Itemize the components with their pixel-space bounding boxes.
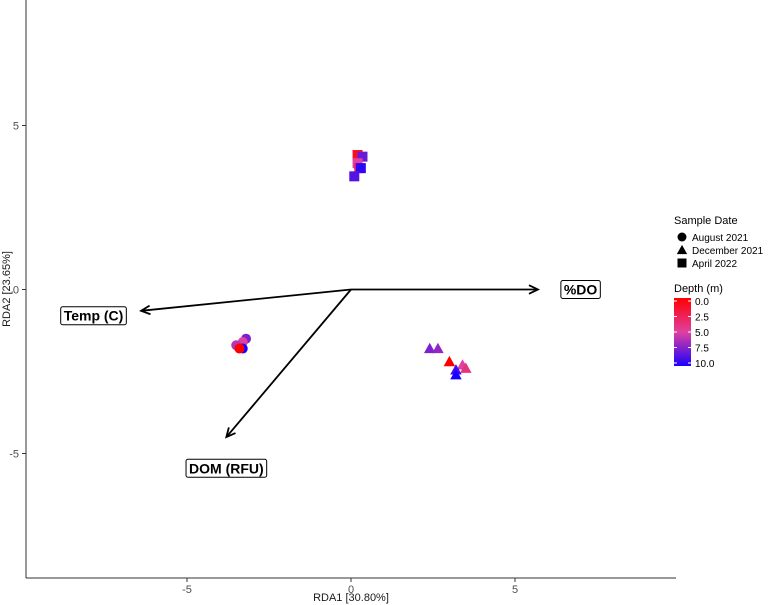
y-tick-label: 5 <box>13 121 19 133</box>
legend-entry-label: April 2022 <box>692 259 737 270</box>
shape-legend-title: Sample Date <box>674 215 738 227</box>
svg-text:DOM (RFU): DOM (RFU) <box>189 460 264 476</box>
biplot-vectors: Temp (C) %DO DOM (RFU) <box>60 280 601 478</box>
series-square <box>349 150 368 182</box>
vector-arrow <box>225 288 352 438</box>
y-ticks: -5 0 5 <box>9 121 26 461</box>
legend-triangle-icon <box>676 244 688 255</box>
legend-entry-label: August 2021 <box>692 233 749 244</box>
data-point <box>423 342 436 354</box>
x-tick-label: -5 <box>182 584 192 596</box>
color-legend-ticks: 0.0 2.5 5.0 7.5 10.0 <box>674 297 715 370</box>
colorbar-tick-label: 10.0 <box>695 359 715 370</box>
data-point <box>460 362 472 373</box>
data-point <box>432 342 444 354</box>
colorbar-tick-label: 2.5 <box>695 313 709 324</box>
x-axis-title: RDA1 [30.80%] <box>313 592 389 604</box>
vector-label: %DO <box>560 280 601 299</box>
vector-arrowhead <box>139 304 151 316</box>
colorbar-tick-label: 7.5 <box>695 344 709 355</box>
legend-circle-icon <box>677 232 687 242</box>
data-point <box>357 151 368 162</box>
svg-text:Temp (C): Temp (C) <box>64 308 124 324</box>
depth-colorbar <box>674 298 691 366</box>
data-point <box>234 343 245 354</box>
series-triangle <box>423 342 472 380</box>
svg-text:%DO: %DO <box>564 282 598 298</box>
data-point <box>443 355 456 367</box>
y-tick-label: 0 <box>13 285 19 297</box>
data-point <box>450 369 462 380</box>
vector-label: Temp (C) <box>60 306 127 326</box>
legend-square-icon <box>677 258 687 268</box>
legend-entry-label: December 2021 <box>692 246 764 257</box>
colorbar-tick-label: 5.0 <box>695 328 709 339</box>
y-tick-label: -5 <box>9 449 19 461</box>
series-circle <box>231 333 252 354</box>
legend: Sample Date August 2021 December 2021 Apri… <box>674 215 764 370</box>
colorbar-tick-label: 0.0 <box>695 297 709 308</box>
data-point <box>349 171 360 182</box>
vector-arrowhead <box>528 284 541 295</box>
shape-legend-entries: August 2021 December 2021 April 2022 <box>676 232 764 270</box>
vector-arrow <box>140 288 352 312</box>
sample-points <box>231 150 472 380</box>
color-legend-title: Depth (m) <box>674 283 723 295</box>
x-tick-label: 0 <box>348 584 354 596</box>
y-axis-title: RDA2 [23.65%] <box>1 251 13 327</box>
x-ticks: -5 0 5 <box>182 578 518 596</box>
x-tick-label: 5 <box>512 584 518 596</box>
vector-arrowhead <box>225 427 236 439</box>
data-point <box>355 163 366 174</box>
vector-label: DOM (RFU) <box>185 458 268 478</box>
